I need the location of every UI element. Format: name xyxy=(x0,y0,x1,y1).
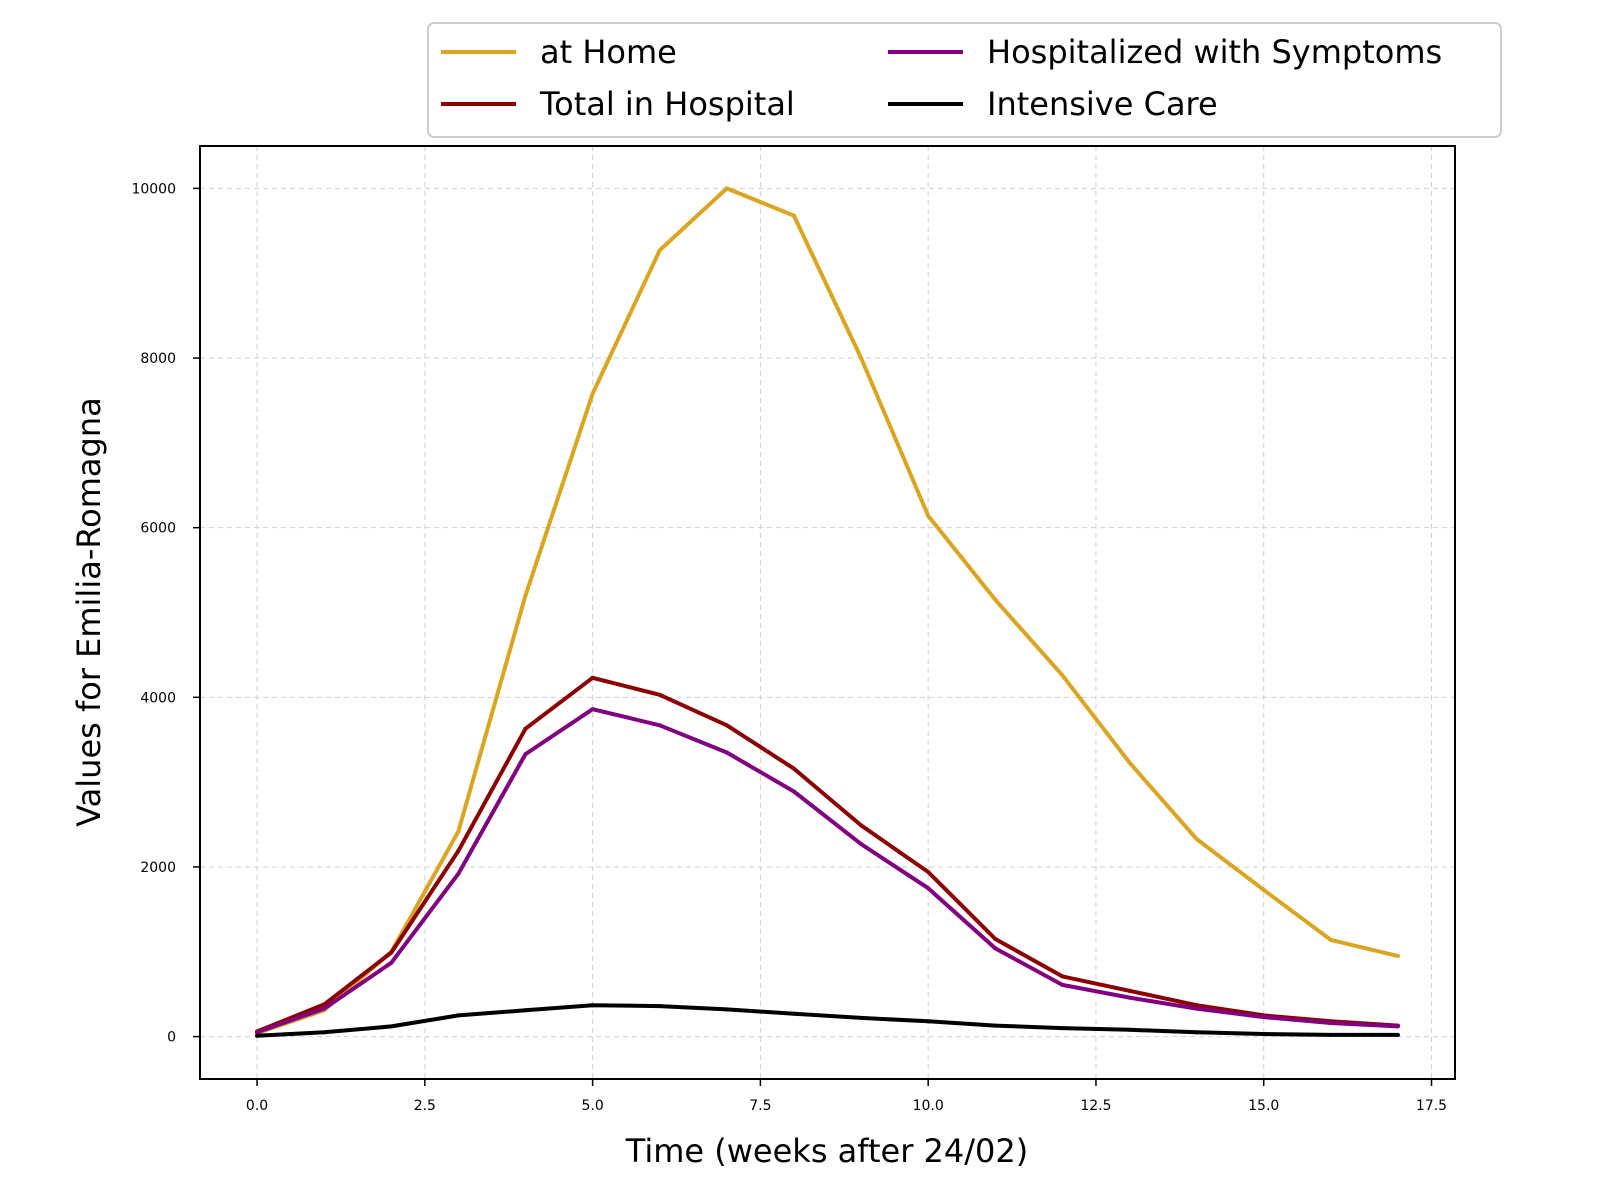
data-point-intensive-care xyxy=(724,1007,729,1012)
x-tick-label: 2.5 xyxy=(414,1098,436,1114)
data-point-intensive-care xyxy=(389,1024,394,1029)
data-point-hospitalized-with-symptoms xyxy=(255,1030,260,1035)
data-point-at-home xyxy=(1127,760,1132,765)
legend-label-hospitalized-with-symptoms: Hospitalized with Symptoms xyxy=(987,33,1442,71)
data-point-hospitalized-with-symptoms xyxy=(1261,1015,1266,1020)
data-point-total-in-hospital xyxy=(456,848,461,853)
data-point-intensive-care xyxy=(456,1013,461,1018)
x-tick-label: 0.0 xyxy=(246,1098,268,1114)
data-point-total-in-hospital xyxy=(322,1002,327,1007)
x-tick-label: 7.5 xyxy=(749,1098,771,1114)
x-tick-label: 10.0 xyxy=(913,1098,944,1114)
data-point-hospitalized-with-symptoms xyxy=(1194,1006,1199,1011)
grid xyxy=(200,146,1455,1079)
data-point-intensive-care xyxy=(1127,1027,1132,1032)
series-line-total-in-hospital xyxy=(256,675,1399,1034)
data-point-hospitalized-with-symptoms xyxy=(926,886,931,891)
data-point-at-home xyxy=(523,593,528,598)
x-tick-label: 15.0 xyxy=(1248,1098,1279,1114)
data-point-intensive-care xyxy=(523,1008,528,1013)
legend-label-total-in-hospital: Total in Hospital xyxy=(539,85,795,123)
series-line-hospitalized-with-symptoms xyxy=(256,707,1399,1035)
data-point-intensive-care xyxy=(322,1030,327,1035)
x-tick-label: 12.5 xyxy=(1080,1098,1111,1114)
data-point-hospitalized-with-symptoms xyxy=(1328,1021,1333,1026)
series-lines xyxy=(255,186,1400,1038)
data-point-hospitalized-with-symptoms xyxy=(389,960,394,965)
y-tick-label: 6000 xyxy=(140,521,176,537)
data-point-at-home xyxy=(926,513,931,518)
data-point-at-home xyxy=(791,213,796,218)
data-point-intensive-care xyxy=(1060,1026,1065,1031)
data-point-intensive-care xyxy=(791,1011,796,1016)
data-point-intensive-care xyxy=(859,1015,864,1020)
legend: at Home Total in Hospital Hospitalized w… xyxy=(427,22,1502,138)
data-point-hospitalized-with-symptoms xyxy=(456,871,461,876)
data-point-at-home xyxy=(993,597,998,602)
x-axis-title: Time (weeks after 24/02) xyxy=(625,1132,1028,1170)
data-point-total-in-hospital xyxy=(791,766,796,771)
data-point-intensive-care xyxy=(926,1019,931,1024)
data-point-at-home xyxy=(590,391,595,396)
y-tick-label: 0 xyxy=(167,1030,176,1046)
data-point-intensive-care xyxy=(1395,1032,1400,1037)
data-point-hospitalized-with-symptoms xyxy=(590,707,595,712)
data-point-hospitalized-with-symptoms xyxy=(724,750,729,755)
data-point-total-in-hospital xyxy=(926,870,931,875)
y-tick-label: 2000 xyxy=(140,860,176,876)
data-point-at-home xyxy=(657,248,662,253)
plot-frame xyxy=(199,145,1456,1080)
data-point-intensive-care xyxy=(255,1033,260,1038)
legend-label-at-home: at Home xyxy=(540,33,677,71)
data-point-total-in-hospital xyxy=(590,675,595,680)
data-point-intensive-care xyxy=(1194,1030,1199,1035)
data-point-total-in-hospital xyxy=(724,723,729,728)
data-point-at-home xyxy=(1194,836,1199,841)
x-tick-label: 5.0 xyxy=(581,1098,603,1114)
data-point-hospitalized-with-symptoms xyxy=(1060,982,1065,987)
x-axis: 0.0 2.5 5.0 7.5 10.0 12.5 15.0 17.5 xyxy=(246,1079,1447,1114)
data-point-hospitalized-with-symptoms xyxy=(322,1006,327,1011)
legend-label-intensive-care: Intensive Care xyxy=(987,85,1218,123)
data-point-total-in-hospital xyxy=(1127,988,1132,993)
data-point-total-in-hospital xyxy=(389,950,394,955)
y-tick-label: 4000 xyxy=(140,690,176,706)
data-point-at-home xyxy=(456,829,461,834)
data-point-at-home xyxy=(1261,887,1266,892)
data-point-intensive-care xyxy=(590,1003,595,1008)
x-tick-label: 17.5 xyxy=(1416,1098,1447,1114)
data-point-total-in-hospital xyxy=(1060,974,1065,979)
legend-box xyxy=(427,22,1502,138)
data-point-hospitalized-with-symptoms xyxy=(1395,1024,1400,1029)
series-line-at-home xyxy=(256,186,1399,1036)
data-point-intensive-care xyxy=(993,1023,998,1028)
data-point-hospitalized-with-symptoms xyxy=(657,723,662,728)
y-tick-label: 8000 xyxy=(140,351,176,367)
data-point-at-home xyxy=(1060,673,1065,678)
y-axis-title: Values for Emilia-Romagna xyxy=(70,397,108,826)
data-point-intensive-care xyxy=(657,1004,662,1009)
series-line-intensive-care xyxy=(256,1003,1398,1038)
data-point-intensive-care xyxy=(1328,1032,1333,1037)
data-point-total-in-hospital xyxy=(523,726,528,731)
data-point-hospitalized-with-symptoms xyxy=(791,789,796,794)
y-tick-label: 10000 xyxy=(131,181,176,197)
data-point-hospitalized-with-symptoms xyxy=(993,946,998,951)
y-axis: 0 2000 4000 6000 8000 10000 xyxy=(131,181,200,1046)
data-point-hospitalized-with-symptoms xyxy=(859,842,864,847)
data-point-at-home xyxy=(1328,937,1333,942)
data-point-at-home xyxy=(724,186,729,191)
data-point-at-home xyxy=(1395,954,1400,959)
data-point-total-in-hospital xyxy=(859,823,864,828)
data-point-hospitalized-with-symptoms xyxy=(1127,995,1132,1000)
data-point-total-in-hospital xyxy=(657,692,662,697)
data-point-total-in-hospital xyxy=(993,937,998,942)
data-point-intensive-care xyxy=(1261,1032,1266,1037)
data-point-total-in-hospital xyxy=(1194,1003,1199,1008)
data-point-hospitalized-with-symptoms xyxy=(523,752,528,757)
data-point-at-home xyxy=(859,356,864,361)
